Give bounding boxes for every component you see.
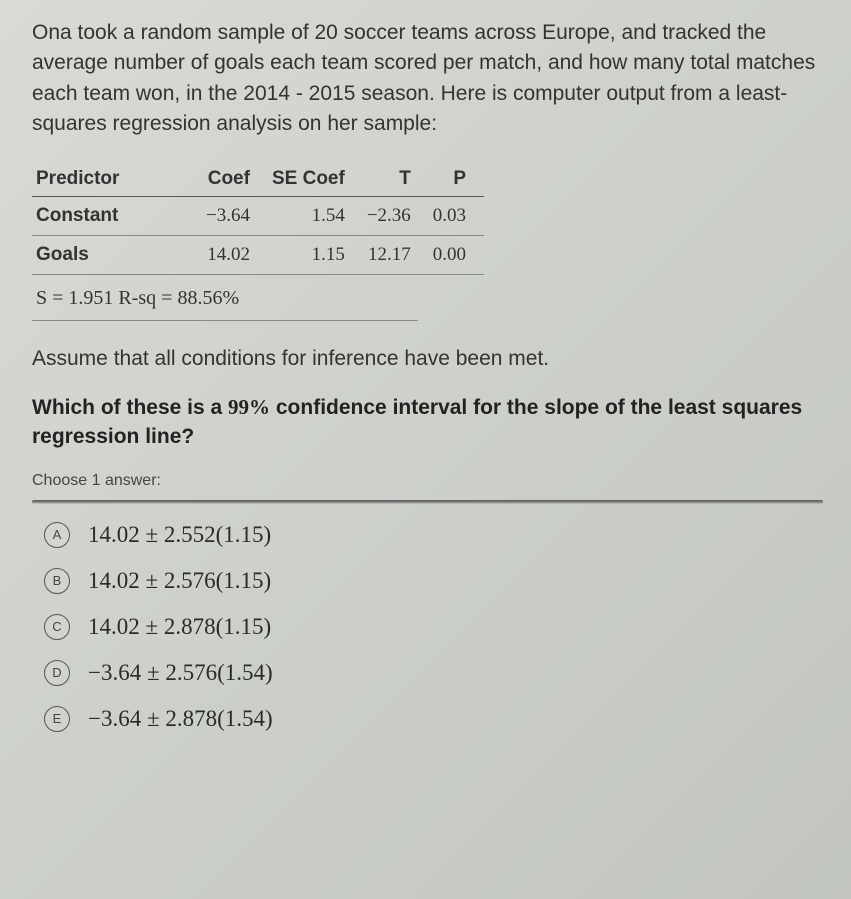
choice-e[interactable]: E −3.64 ± 2.878(1.54)	[44, 706, 823, 732]
table-row: Constant −3.64 1.54 −2.36 0.03	[32, 196, 484, 235]
choice-b[interactable]: B 14.02 ± 2.576(1.15)	[44, 568, 823, 594]
cell-coef: −3.64	[202, 196, 268, 235]
cell-t: 12.17	[363, 235, 429, 274]
choice-bubble[interactable]: A	[44, 522, 70, 548]
row-label: Goals	[32, 235, 202, 274]
choice-text: 14.02 ± 2.576(1.15)	[88, 568, 271, 594]
table-row: Goals 14.02 1.15 12.17 0.00	[32, 235, 484, 274]
choice-bubble[interactable]: C	[44, 614, 70, 640]
cell-se: 1.54	[268, 196, 363, 235]
cell-coef: 14.02	[202, 235, 268, 274]
cell-t: −2.36	[363, 196, 429, 235]
divider	[32, 500, 823, 504]
model-stats: S = 1.951 R-sq = 88.56%	[32, 279, 418, 321]
cell-se: 1.15	[268, 235, 363, 274]
choice-d[interactable]: D −3.64 ± 2.576(1.54)	[44, 660, 823, 686]
choice-bubble[interactable]: B	[44, 568, 70, 594]
choice-bubble[interactable]: D	[44, 660, 70, 686]
col-t: T	[363, 162, 429, 197]
choice-c[interactable]: C 14.02 ± 2.878(1.15)	[44, 614, 823, 640]
choice-a[interactable]: A 14.02 ± 2.552(1.15)	[44, 522, 823, 548]
assumption-text: Assume that all conditions for inference…	[32, 347, 823, 371]
col-secoef: SE Coef	[268, 162, 363, 197]
cell-p: 0.03	[429, 196, 484, 235]
col-coef: Coef	[202, 162, 268, 197]
col-predictor: Predictor	[32, 162, 202, 197]
choice-bubble[interactable]: E	[44, 706, 70, 732]
regression-output-table: Predictor Coef SE Coef T P Constant −3.6…	[32, 162, 484, 275]
answer-choices: A 14.02 ± 2.552(1.15) B 14.02 ± 2.576(1.…	[32, 522, 823, 732]
choice-text: −3.64 ± 2.878(1.54)	[88, 706, 273, 732]
table-header-row: Predictor Coef SE Coef T P	[32, 162, 484, 197]
choose-one-label: Choose 1 answer:	[32, 472, 823, 490]
question-percent: 99%	[228, 395, 270, 419]
question-text: Which of these is a 99% confidence inter…	[32, 393, 823, 452]
row-label: Constant	[32, 196, 202, 235]
choice-text: 14.02 ± 2.878(1.15)	[88, 614, 271, 640]
choice-text: 14.02 ± 2.552(1.15)	[88, 522, 271, 548]
problem-intro: Ona took a random sample of 20 soccer te…	[32, 18, 823, 140]
question-prefix: Which of these is a	[32, 396, 228, 419]
col-p: P	[429, 162, 484, 197]
choice-text: −3.64 ± 2.576(1.54)	[88, 660, 273, 686]
cell-p: 0.00	[429, 235, 484, 274]
